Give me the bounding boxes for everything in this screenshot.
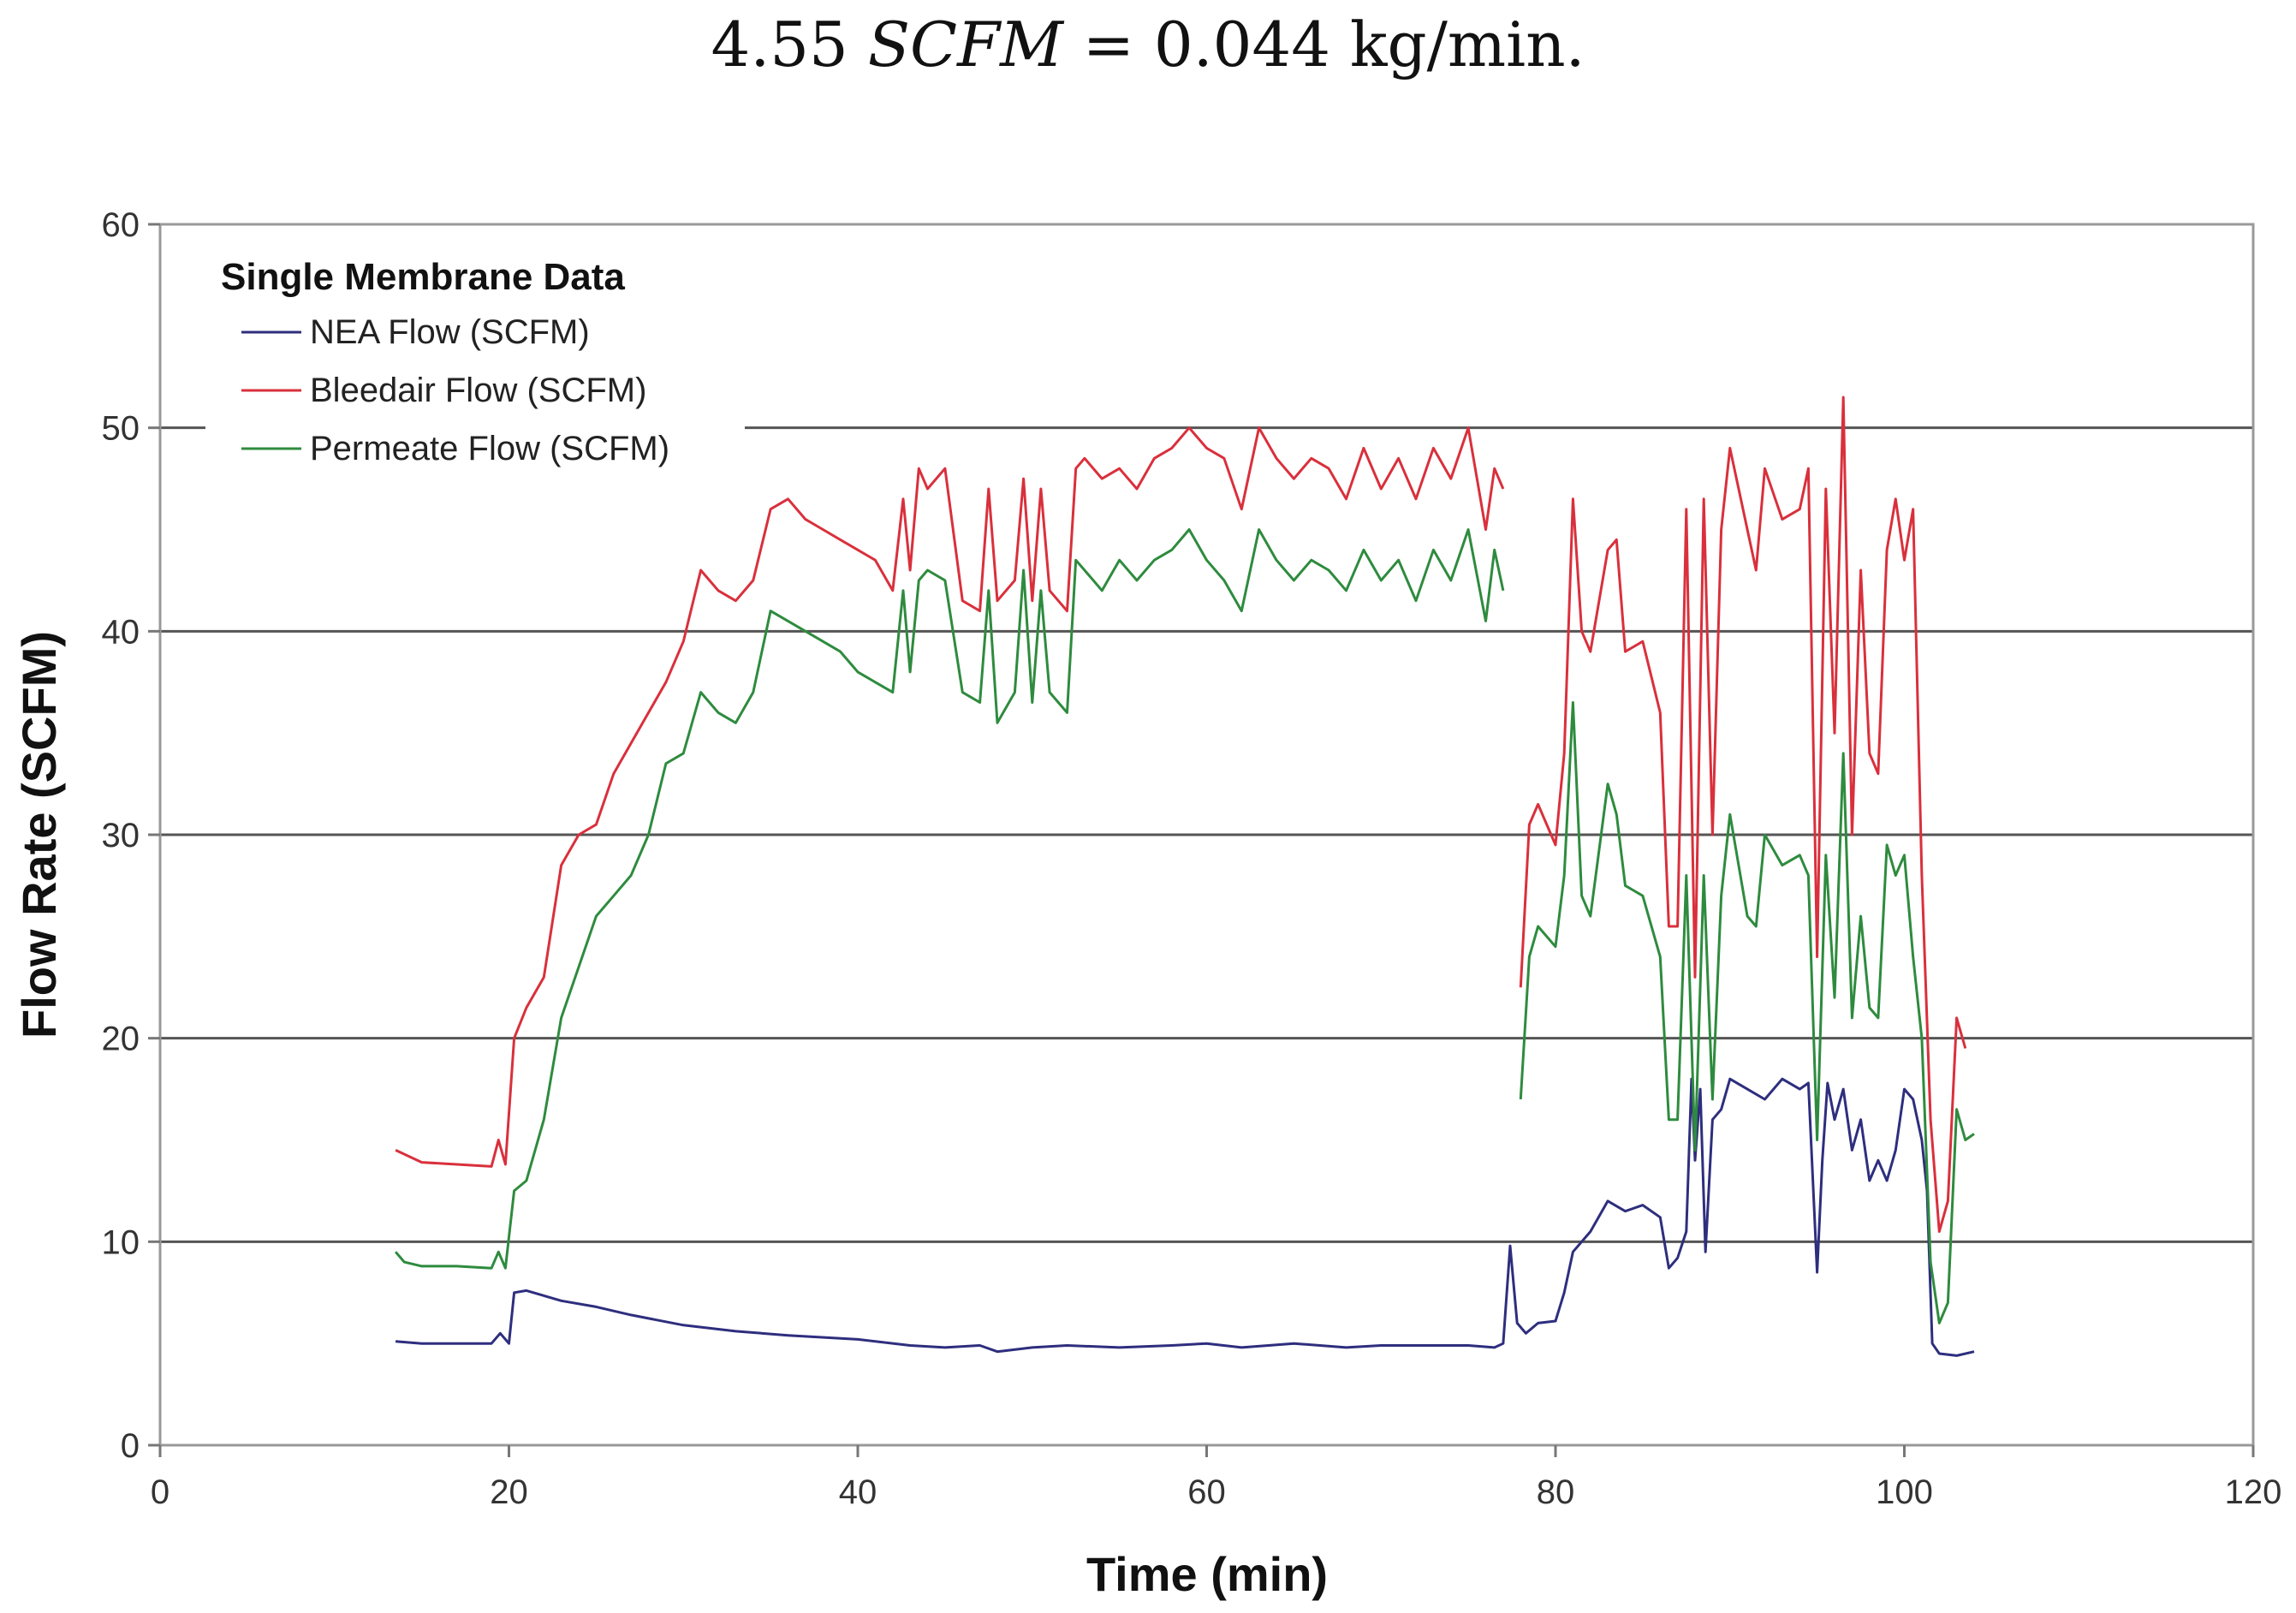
- series-line-2: [395, 426, 1505, 1168]
- series-line-3: [394, 528, 1505, 1270]
- legend: Single Membrane Data NEA Flow (SCFM) Blee…: [205, 235, 745, 484]
- equation-unit: SCFM: [867, 9, 1063, 80]
- y-tick-label: 50: [102, 410, 140, 448]
- equation-equals: =: [1082, 9, 1135, 80]
- series-line-2: [1519, 396, 1967, 1233]
- gridlines: [160, 426, 2253, 1243]
- legend-entry: NEA Flow (SCFM): [310, 313, 590, 351]
- series-line-3: [1519, 701, 1975, 1324]
- y-tick-label: 40: [102, 613, 140, 651]
- x-tick-label: 40: [839, 1473, 877, 1511]
- legend-entry: Bleedair Flow (SCFM): [310, 372, 646, 409]
- y-tick-label: 20: [102, 1021, 140, 1058]
- y-tick-label: 10: [102, 1223, 140, 1261]
- x-tick-label: 100: [1876, 1473, 1933, 1511]
- series-layer: [394, 396, 1975, 1357]
- x-tick-label: 0: [151, 1473, 170, 1511]
- series-line-1: [395, 1077, 1975, 1357]
- y-tick-label: 0: [121, 1427, 140, 1465]
- x-axis-label: Time (min): [1086, 1547, 1328, 1601]
- equation-result: 0.044 kg/min.: [1153, 9, 1585, 80]
- y-tick-label: 30: [102, 817, 140, 854]
- x-tick-label: 20: [490, 1473, 528, 1511]
- legend-background: [205, 235, 745, 484]
- equation-value: 4.55: [711, 9, 848, 80]
- legend-entry: Permeate Flow (SCFM): [310, 430, 669, 467]
- x-tick-label: 80: [1537, 1473, 1575, 1511]
- legend-title: Single Membrane Data: [221, 256, 625, 298]
- x-tick-label: 120: [2225, 1473, 2282, 1511]
- equation-text: 4.55 SCFM = 0.044 kg/min.: [0, 9, 2296, 94]
- y-axis-label: Flow Rate (SCFM): [12, 631, 66, 1039]
- x-tick-label: 60: [1187, 1473, 1226, 1511]
- axes: 0 10 20 30 40 50 60 0 20 40 60 80 100 120: [102, 206, 2282, 1511]
- y-tick-label: 60: [102, 206, 140, 244]
